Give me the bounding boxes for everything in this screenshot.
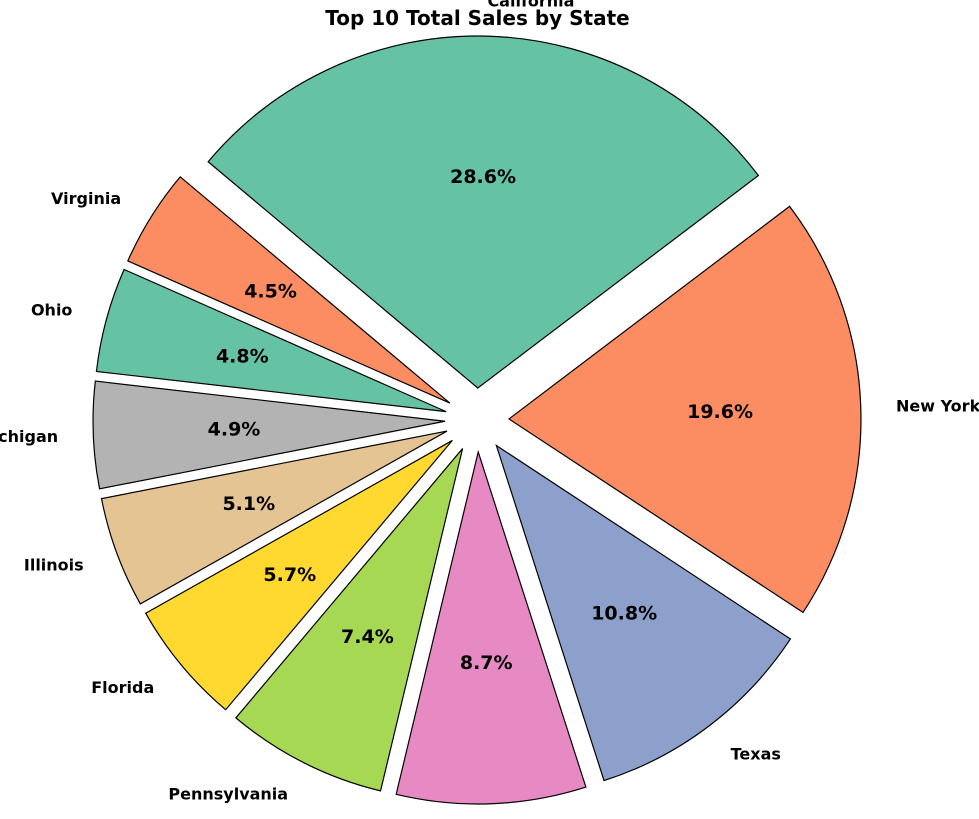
slice-label-virginia: Virginia: [51, 189, 121, 208]
pct-label-virginia: 4.5%: [244, 280, 297, 302]
slice-label-new-york: New York: [896, 397, 979, 416]
pie-slice-california: [207, 35, 760, 389]
pct-label-new-york: 19.6%: [687, 401, 753, 423]
slice-label-pennsylvania: Pennsylvania: [168, 785, 288, 804]
pie-slice-virginia: [127, 175, 451, 404]
pie-slice-new-york: [507, 205, 862, 614]
pct-label-michigan: 4.9%: [208, 419, 261, 441]
slice-label-florida: Florida: [91, 678, 154, 697]
pct-label-florida: 5.7%: [263, 564, 316, 586]
pct-label-texas: 10.8%: [591, 603, 657, 625]
pie-slice-ohio: [95, 268, 447, 413]
slice-label-texas: Texas: [731, 744, 781, 763]
pie-slice-florida: [144, 439, 453, 711]
pie-slice-illinois: [100, 430, 448, 605]
slice-label-michigan: Michigan: [0, 427, 58, 446]
slice-label-illinois: Illinois: [24, 556, 84, 575]
pie-slice-washington: [395, 449, 587, 805]
pct-label-pennsylvania: 7.4%: [341, 626, 394, 648]
pie-slice-pennsylvania: [235, 448, 464, 792]
chart-title: Top 10 Total Sales by State: [325, 6, 630, 30]
pct-label-california: 28.6%: [450, 166, 516, 188]
pct-label-washington: 8.7%: [460, 652, 513, 674]
slice-label-ohio: Ohio: [31, 301, 72, 320]
pie-slice-texas: [495, 444, 792, 782]
pct-label-illinois: 5.1%: [222, 493, 275, 515]
pct-label-ohio: 4.8%: [216, 345, 269, 367]
pie-slice-michigan: [92, 380, 446, 490]
slice-label-california: California: [487, 0, 574, 10]
